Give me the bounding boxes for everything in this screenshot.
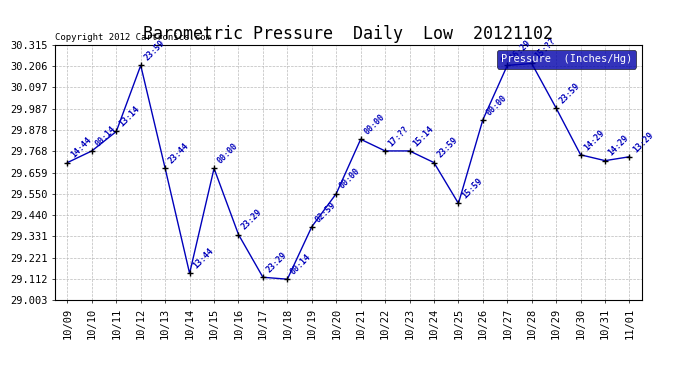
Text: 23:59: 23:59 bbox=[435, 136, 460, 160]
Text: 15:??: 15:?? bbox=[533, 37, 557, 61]
Text: 15:59: 15:59 bbox=[460, 177, 484, 201]
Text: 00:14: 00:14 bbox=[93, 124, 117, 148]
Text: 23:59: 23:59 bbox=[142, 39, 166, 63]
Text: 00:00: 00:00 bbox=[215, 142, 239, 166]
Text: 14:29: 14:29 bbox=[607, 134, 631, 158]
Text: 17:??: 17:?? bbox=[386, 124, 411, 148]
Text: 23:29: 23:29 bbox=[240, 208, 264, 232]
Text: 13:14: 13:14 bbox=[118, 105, 141, 129]
Text: 16:29: 16:29 bbox=[509, 39, 533, 63]
Text: Copyright 2012 Cartronics.com: Copyright 2012 Cartronics.com bbox=[55, 33, 211, 42]
Text: 00:00: 00:00 bbox=[337, 167, 362, 191]
Title: Barometric Pressure  Daily  Low  20121102: Barometric Pressure Daily Low 20121102 bbox=[144, 26, 553, 44]
Text: 23:59: 23:59 bbox=[558, 81, 582, 105]
Text: 23:29: 23:29 bbox=[264, 251, 288, 274]
Text: 13:29: 13:29 bbox=[631, 130, 655, 154]
Text: 13:44: 13:44 bbox=[191, 246, 215, 271]
Text: 00:14: 00:14 bbox=[288, 252, 313, 276]
Text: 00:00: 00:00 bbox=[484, 93, 509, 117]
Text: 23:44: 23:44 bbox=[166, 142, 190, 166]
Text: 00:00: 00:00 bbox=[362, 112, 386, 136]
Text: 15:14: 15:14 bbox=[411, 124, 435, 148]
Text: 14:44: 14:44 bbox=[69, 136, 93, 160]
Text: 14:29: 14:29 bbox=[582, 128, 606, 152]
Text: 02:59: 02:59 bbox=[313, 200, 337, 224]
Legend: Pressure  (Inches/Hg): Pressure (Inches/Hg) bbox=[497, 50, 636, 69]
